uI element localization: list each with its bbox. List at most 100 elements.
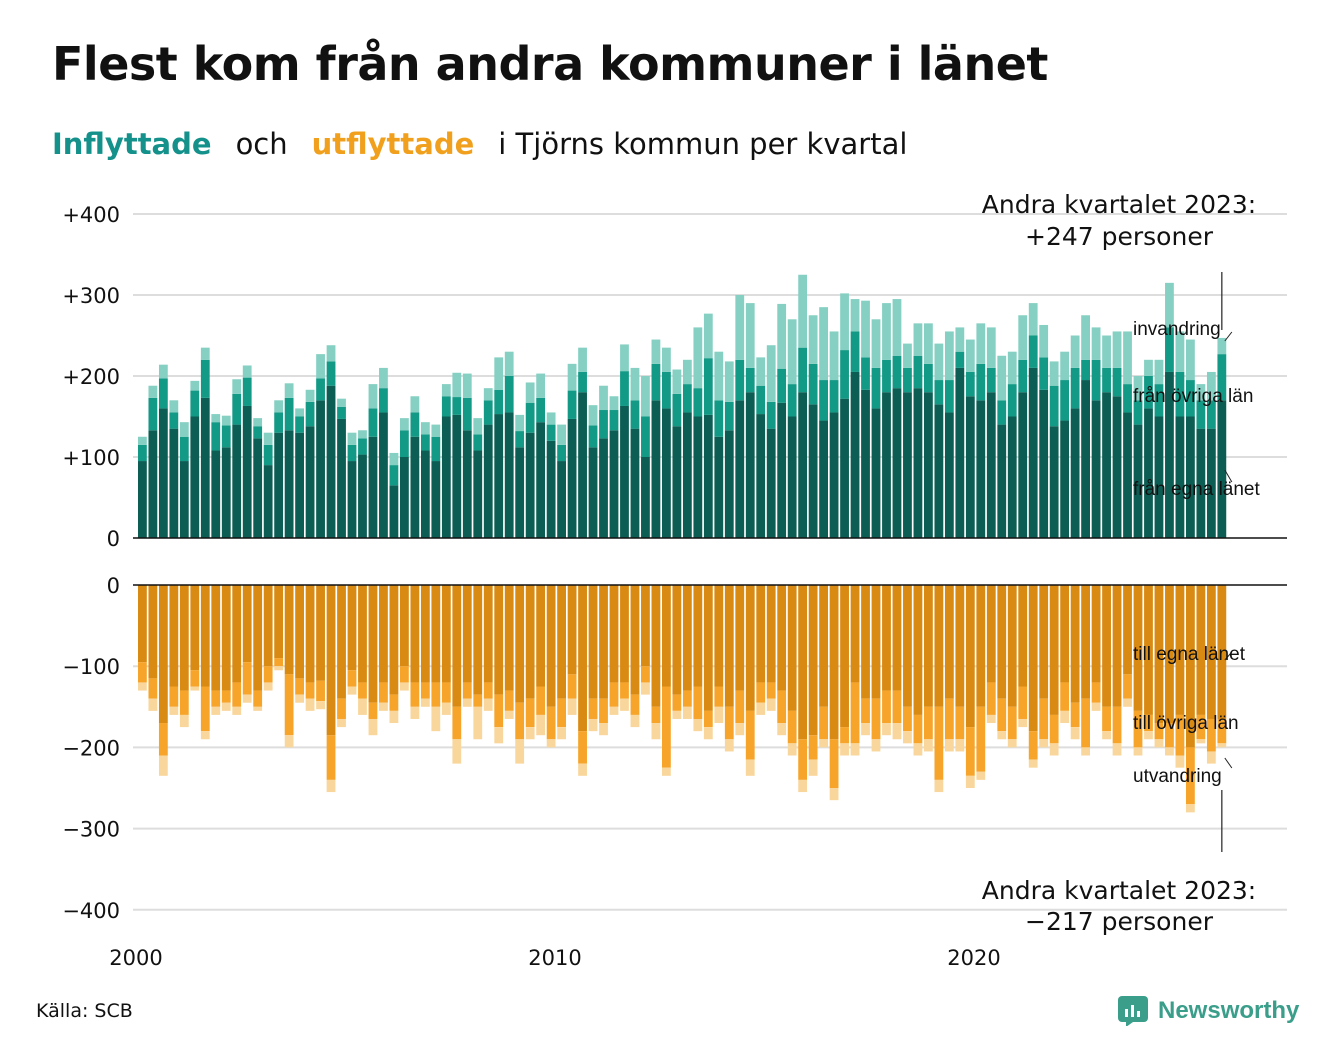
bar-inflytt xyxy=(651,363,661,401)
bar-inflytt xyxy=(1102,367,1111,393)
bar-utflytt xyxy=(808,585,818,736)
bar-utflytt xyxy=(913,714,923,744)
bar-utflytt xyxy=(1154,739,1164,748)
bar-utflytt xyxy=(316,680,325,702)
bar-inflytt xyxy=(211,422,221,451)
bar-utflytt xyxy=(358,698,367,715)
bar-utflytt xyxy=(609,585,619,683)
bar-inflytt xyxy=(1091,400,1101,538)
bar-inflytt xyxy=(777,368,787,403)
bar-inflytt xyxy=(379,388,388,413)
bar-inflytt xyxy=(850,299,860,332)
newsworthy-logo-icon xyxy=(1118,996,1148,1026)
bar-inflytt xyxy=(536,373,546,398)
bar-inflytt xyxy=(787,319,797,385)
bar-utflytt xyxy=(337,698,346,719)
bar-utflytt xyxy=(1165,585,1174,724)
bar-inflytt xyxy=(662,371,671,409)
bar-inflytt xyxy=(819,380,828,421)
bar-inflytt xyxy=(745,392,755,538)
bar-inflytt xyxy=(1186,416,1195,538)
bar-inflytt xyxy=(410,396,420,413)
bar-utflytt xyxy=(1186,804,1195,813)
bar-utflytt xyxy=(263,585,273,667)
bar-inflytt xyxy=(892,388,902,538)
bar-inflytt xyxy=(400,457,409,538)
bar-inflytt xyxy=(1154,359,1164,385)
bar-utflytt xyxy=(1206,585,1216,719)
bar-inflytt xyxy=(473,434,483,451)
bar-utflytt xyxy=(682,706,692,719)
bar-utflytt xyxy=(1112,706,1122,744)
bar-inflytt xyxy=(473,418,483,435)
bar-utflytt xyxy=(138,682,147,691)
bar-inflytt xyxy=(253,438,263,538)
bar-utflytt xyxy=(840,727,849,744)
bar-inflytt xyxy=(420,422,430,435)
series-label-invandring: invandring xyxy=(1133,319,1221,340)
bar-inflytt xyxy=(693,388,703,417)
bar-inflytt xyxy=(1112,331,1122,368)
bar-inflytt xyxy=(431,461,441,538)
bar-inflytt xyxy=(284,397,294,431)
bar-utflytt xyxy=(179,714,189,728)
subtitle-rest: i Tjörns kommun per kvartal xyxy=(498,127,908,161)
bar-utflytt xyxy=(557,727,566,740)
bar-inflytt xyxy=(934,404,944,538)
bar-utflytt xyxy=(997,698,1007,732)
bar-inflytt xyxy=(462,397,472,431)
bar-utflytt xyxy=(190,585,200,671)
bar-inflytt xyxy=(1154,416,1164,538)
bar-inflytt xyxy=(651,400,661,538)
bar-inflytt xyxy=(777,402,787,538)
bar-utflytt xyxy=(819,585,828,707)
bar-inflytt xyxy=(1175,416,1185,538)
bar-utflytt xyxy=(1112,585,1122,707)
bar-inflytt xyxy=(756,385,766,415)
label-connector xyxy=(1224,757,1233,769)
bar-inflytt xyxy=(452,414,462,538)
bar-inflytt xyxy=(337,418,346,538)
bar-utflytt xyxy=(662,686,671,768)
bar-inflytt xyxy=(1217,354,1227,401)
annotation-bottom-line1: Andra kvartalet 2023: xyxy=(982,876,1256,905)
bar-utflytt xyxy=(358,585,367,683)
bar-inflytt xyxy=(976,323,986,364)
bar-inflytt xyxy=(829,380,839,413)
bar-utflytt xyxy=(284,735,294,748)
bar-inflytt xyxy=(924,392,933,538)
bar-utflytt xyxy=(892,585,902,691)
x-tick-label: 2020 xyxy=(947,946,1000,970)
bar-inflytt xyxy=(955,327,965,352)
bar-inflytt xyxy=(714,351,724,401)
subtitle-och: och xyxy=(235,127,288,161)
subtitle-inflyttade: Inflyttade xyxy=(52,127,212,161)
bar-inflytt xyxy=(200,347,210,360)
bar-utflytt xyxy=(525,698,535,728)
bar-inflytt xyxy=(1091,327,1101,360)
bar-inflytt xyxy=(1070,408,1080,538)
bar-inflytt xyxy=(232,424,242,538)
bar-inflytt xyxy=(295,408,304,417)
bar-inflytt xyxy=(567,418,577,538)
bar-inflytt xyxy=(274,432,284,538)
bar-inflytt xyxy=(389,465,399,486)
bar-utflytt xyxy=(473,694,483,707)
bar-inflytt xyxy=(861,300,870,358)
bar-utflytt xyxy=(1165,723,1174,748)
bar-inflytt xyxy=(441,416,451,538)
bar-inflytt xyxy=(1123,331,1132,385)
bar-inflytt xyxy=(871,408,881,538)
bar-utflytt xyxy=(724,706,734,740)
bar-utflytt xyxy=(1081,747,1090,756)
bar-utflytt xyxy=(672,694,682,711)
bar-utflytt xyxy=(515,585,525,703)
bar-utflytt xyxy=(221,690,231,703)
bar-utflytt xyxy=(1123,585,1132,675)
bar-inflytt xyxy=(221,425,231,448)
bar-utflytt xyxy=(850,743,860,756)
bar-utflytt xyxy=(976,706,986,772)
bar-utflytt xyxy=(242,694,252,703)
bar-inflytt xyxy=(903,392,912,538)
bar-inflytt xyxy=(221,415,231,426)
